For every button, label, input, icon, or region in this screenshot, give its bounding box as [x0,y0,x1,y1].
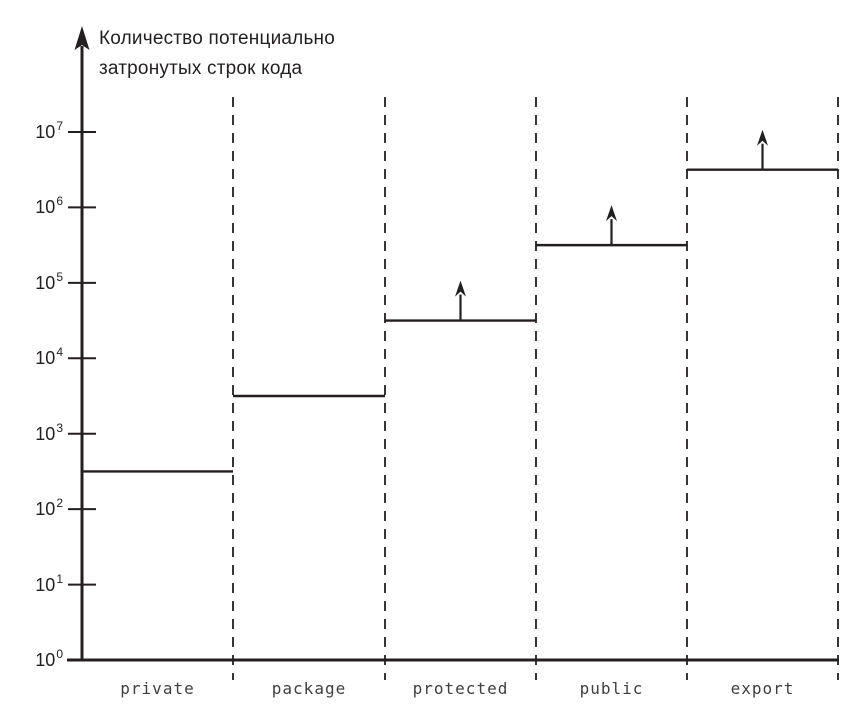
y-tick-exponent: 4 [56,345,63,360]
y-tick-exponent: 5 [56,269,63,284]
y-tick-exponent: 7 [56,118,63,133]
x-category-label-export: export [730,679,795,698]
y-axis-title-line2: затронутых строк кода [99,58,303,79]
y-axis-arrowhead [74,26,90,50]
overflow-arrow-head-protected [455,280,466,297]
y-tick-label: 103 [35,420,63,444]
overflow-arrow-head-export [757,129,768,146]
y-tick-exponent: 0 [56,647,63,661]
y-tick-exponent: 3 [56,420,63,435]
x-category-label-package: package [271,679,347,698]
x-category-label-protected: protected [412,679,509,698]
y-tick-label: 102 [35,496,63,520]
y-tick-label: 105 [35,269,63,293]
y-tick-label: 101 [35,571,63,595]
y-axis-title: Количество потенциально затронутых строк… [99,24,335,84]
y-tick-label: 100 [35,647,63,670]
y-tick-exponent: 6 [56,194,63,209]
y-tick-label: 107 [35,118,63,142]
x-category-label-public: public [579,679,644,698]
y-tick-label: 106 [35,194,63,218]
y-axis-title-line1: Количество потенциально [99,28,336,49]
y-tick-exponent: 1 [56,571,63,586]
y-tick-label: 104 [35,345,63,369]
overflow-arrow-head-public [606,205,617,222]
y-tick-exponent: 2 [56,496,63,511]
x-category-label-private: private [120,679,195,698]
